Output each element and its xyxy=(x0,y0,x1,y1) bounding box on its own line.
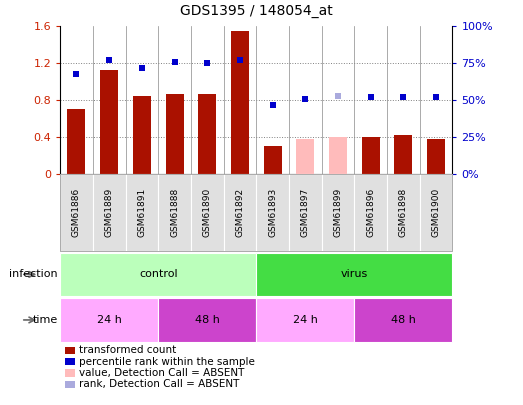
Text: GSM61889: GSM61889 xyxy=(105,188,113,237)
Text: GSM61891: GSM61891 xyxy=(138,188,146,237)
Text: GSM61899: GSM61899 xyxy=(334,188,343,237)
Text: GDS1395 / 148054_at: GDS1395 / 148054_at xyxy=(180,4,333,18)
Text: GSM61886: GSM61886 xyxy=(72,188,81,237)
Bar xyxy=(427,139,445,174)
Point xyxy=(236,57,244,64)
Text: 24 h: 24 h xyxy=(293,315,318,325)
Text: infection: infection xyxy=(9,269,58,279)
Bar xyxy=(394,135,412,174)
Text: GSM61892: GSM61892 xyxy=(235,188,244,237)
Bar xyxy=(133,96,151,174)
Text: GSM61897: GSM61897 xyxy=(301,188,310,237)
Text: control: control xyxy=(139,269,177,279)
Point xyxy=(105,57,113,64)
Bar xyxy=(100,70,118,174)
Text: GSM61898: GSM61898 xyxy=(399,188,408,237)
Point xyxy=(72,70,81,77)
Point xyxy=(432,94,440,100)
Text: GSM61900: GSM61900 xyxy=(431,188,440,237)
Text: transformed count: transformed count xyxy=(79,345,176,355)
Point xyxy=(170,59,179,65)
Point xyxy=(334,93,342,99)
Text: rank, Detection Call = ABSENT: rank, Detection Call = ABSENT xyxy=(79,379,240,389)
Text: 48 h: 48 h xyxy=(195,315,220,325)
Point xyxy=(399,94,407,100)
Text: time: time xyxy=(32,315,58,325)
Point xyxy=(268,101,277,108)
Point xyxy=(301,96,310,102)
Bar xyxy=(264,147,281,174)
Bar xyxy=(231,31,249,174)
Text: GSM61890: GSM61890 xyxy=(203,188,212,237)
Bar xyxy=(329,137,347,174)
Bar xyxy=(67,109,85,174)
Bar xyxy=(362,137,380,174)
Text: GSM61896: GSM61896 xyxy=(366,188,375,237)
Text: 24 h: 24 h xyxy=(97,315,122,325)
Text: virus: virus xyxy=(340,269,368,279)
Point xyxy=(138,64,146,71)
Bar xyxy=(297,139,314,174)
Point xyxy=(203,60,211,66)
Text: value, Detection Call = ABSENT: value, Detection Call = ABSENT xyxy=(79,368,244,378)
Text: GSM61888: GSM61888 xyxy=(170,188,179,237)
Bar xyxy=(166,94,184,174)
Bar xyxy=(198,94,216,174)
Text: percentile rank within the sample: percentile rank within the sample xyxy=(79,357,255,367)
Point xyxy=(367,94,375,100)
Text: 48 h: 48 h xyxy=(391,315,416,325)
Text: GSM61893: GSM61893 xyxy=(268,188,277,237)
